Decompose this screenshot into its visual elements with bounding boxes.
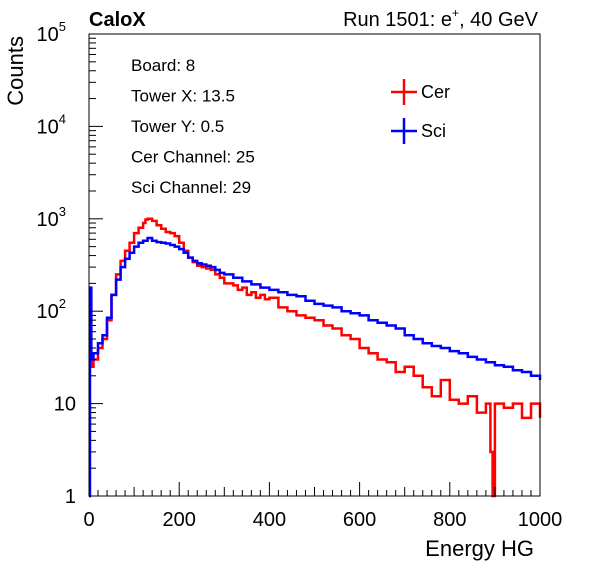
- info-line: Sci Channel: 29: [131, 178, 251, 197]
- info-line: Cer Channel: 25: [131, 148, 255, 167]
- x-tick-label: 200: [163, 509, 196, 531]
- x-tick-label: 800: [433, 509, 466, 531]
- brand-label: CaloX: [89, 9, 146, 31]
- tick-layer: 0 200 400 600 800 1000 1 10 102 103 104 105: [37, 19, 563, 531]
- info-box: [112, 44, 360, 196]
- info-layer: Board: 8 Tower X: 13.5 Tower Y: 0.5 Cer Cha…: [131, 56, 255, 197]
- series-layer: [88, 217, 542, 498]
- y-tick-label: 104: [37, 111, 66, 138]
- y-axis-title: Counts: [3, 36, 28, 106]
- y-tick-label: 102: [37, 296, 66, 323]
- run-label-energy: , 40 GeV: [459, 9, 539, 31]
- y-tick-label: 10: [54, 394, 76, 416]
- x-tick-label: 400: [253, 509, 286, 531]
- series-line-cer: [88, 217, 542, 498]
- y-tick-label: 105: [37, 19, 66, 46]
- y-tick-label: 1: [65, 486, 76, 508]
- x-axis-title: Energy HG: [425, 536, 534, 561]
- run-label: Run 1501: e+, 40 GeV: [343, 6, 539, 31]
- series-line-sci: [88, 236, 542, 498]
- x-tick-label: 600: [343, 509, 376, 531]
- legend: Cer Sci: [391, 79, 450, 144]
- run-label-main: Run 1501: e: [343, 9, 452, 31]
- legend-label-sci: Sci: [421, 121, 446, 141]
- x-tick-label: 0: [83, 509, 94, 531]
- info-line: Tower Y: 0.5: [131, 117, 224, 136]
- run-label-superscript: +: [452, 6, 459, 20]
- info-line: Tower X: 13.5: [131, 87, 235, 106]
- y-tick-label: 103: [37, 204, 66, 231]
- info-line: Board: 8: [131, 56, 195, 75]
- legend-label-cer: Cer: [421, 82, 450, 102]
- x-tick-label: 1000: [518, 509, 563, 531]
